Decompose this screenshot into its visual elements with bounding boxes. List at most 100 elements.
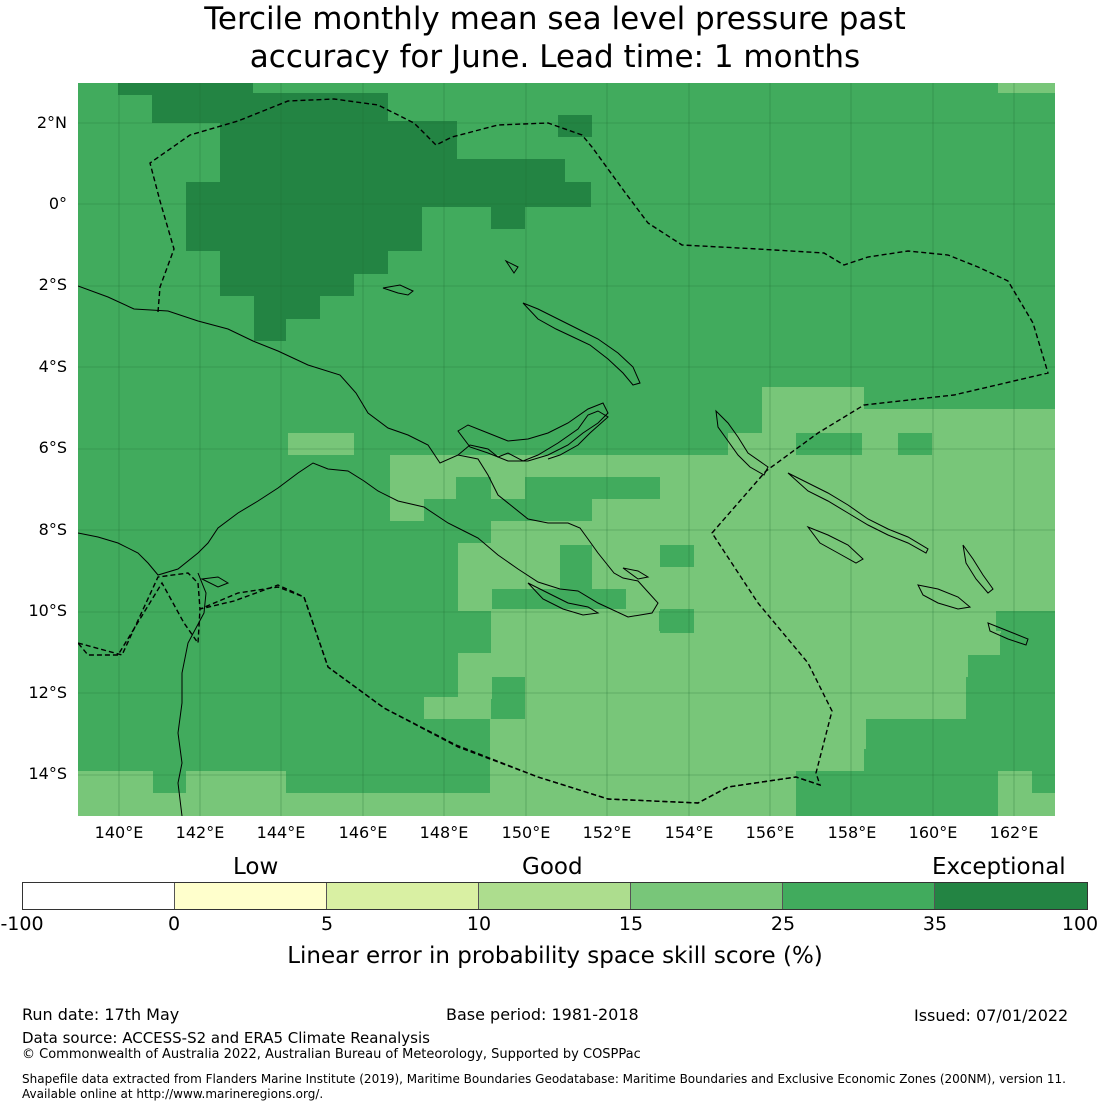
lon-label: 148°E — [419, 823, 469, 842]
title-line-2: accuracy for June. Lead time: 1 months — [249, 39, 861, 75]
good-cell — [458, 565, 560, 589]
lat-label: 2°S — [38, 275, 67, 294]
legend-category-exceptional: Exceptional — [932, 854, 1066, 880]
exceptional-cell — [220, 272, 354, 296]
solomons-chain-2 — [806, 525, 864, 564]
good-cell — [490, 719, 866, 741]
graticule — [78, 83, 1055, 816]
solomons-chain-1 — [787, 472, 929, 554]
high-cell — [796, 433, 862, 455]
data-source: Data source: ACCESS-S2 and ERA5 Climate … — [22, 1029, 430, 1047]
good-cell — [424, 697, 492, 719]
colorbar-segment — [23, 883, 175, 909]
skill-grid-cells — [78, 83, 1055, 816]
lon-label: 158°E — [827, 823, 877, 842]
colorbar-segment — [479, 883, 631, 909]
shapefile-credit-2: Available online at http://www.marinereg… — [22, 1087, 324, 1101]
colorbar-tick: 5 — [320, 913, 334, 935]
high-cell — [796, 771, 998, 816]
colorbar-segment — [631, 883, 783, 909]
colorbar-tick: 25 — [770, 913, 796, 935]
coastlines — [78, 259, 1029, 816]
good-cell — [288, 433, 354, 455]
colorbar-tick: 15 — [618, 913, 644, 935]
lat-label: 4°S — [38, 357, 67, 376]
good-cell — [458, 653, 968, 677]
shapefile-credit-1: Shapefile data extracted from Flanders M… — [22, 1072, 1066, 1086]
good-cell — [525, 697, 968, 719]
legend-category-low: Low — [233, 854, 279, 880]
high-cell — [966, 677, 1055, 771]
lon-label: 154°E — [664, 823, 714, 842]
high-cell — [898, 433, 932, 455]
skill-map — [78, 83, 1055, 816]
louisiade-islands — [527, 582, 600, 616]
new-guinea-coast — [78, 285, 659, 618]
lat-label: 2°N — [36, 113, 67, 132]
colorbar-tick: -100 — [0, 913, 44, 935]
map-title: Tercile monthly mean sea level pressure … — [0, 0, 1110, 76]
good-cell — [998, 83, 1055, 93]
colorbar-segment — [175, 883, 327, 909]
good-cell — [78, 793, 796, 816]
good-cell — [491, 631, 1001, 655]
exceptional-cell — [118, 83, 253, 95]
colorbar-label: Linear error in probability space skill … — [287, 943, 823, 969]
map-canvas — [78, 83, 1055, 816]
good-cell — [998, 793, 1055, 816]
exceptional-cell — [254, 294, 320, 319]
good-cell — [592, 565, 1055, 589]
legend-category-good: Good — [522, 854, 583, 880]
australia-eez-boundary — [78, 572, 821, 804]
colorbar-segment — [327, 883, 479, 909]
good-cell — [762, 387, 864, 411]
exceptional-cell — [220, 159, 565, 184]
lat-label: 6°S — [38, 438, 67, 457]
copyright: © Commonwealth of Australia 2022, Austra… — [22, 1047, 641, 1062]
colorbar-tick: 100 — [1061, 913, 1099, 935]
new-ireland-coast — [522, 302, 641, 386]
good-cell — [490, 741, 866, 771]
lat-label: 14°S — [28, 764, 67, 783]
lon-label: 144°E — [256, 823, 306, 842]
australia-cape-york — [177, 572, 207, 816]
good-cell — [694, 609, 996, 633]
manus-island — [382, 284, 414, 296]
lon-label: 160°E — [908, 823, 958, 842]
good-cell — [592, 499, 1055, 521]
lat-label: 0° — [48, 194, 67, 213]
high-cell — [660, 609, 694, 633]
exceptional-cell — [558, 115, 592, 137]
eez-boundaries — [78, 98, 1049, 804]
good-cell — [728, 433, 1055, 455]
lon-label: 152°E — [582, 823, 632, 842]
good-cell — [390, 477, 456, 499]
lon-label: 162°E — [989, 823, 1039, 842]
good-cell — [626, 587, 1055, 611]
lat-label: 8°S — [38, 520, 67, 539]
island-group-1 — [504, 259, 519, 274]
malaita-coast — [962, 544, 994, 594]
good-cell — [491, 477, 525, 499]
png-east-coast — [457, 410, 609, 462]
exceptional-cell — [491, 205, 525, 229]
new-britain-coast — [457, 402, 609, 462]
colorbar-tick: 0 — [167, 913, 181, 935]
high-cell — [491, 699, 525, 719]
exceptional-cell — [254, 317, 286, 341]
exceptional-cell — [220, 249, 388, 274]
good-cell — [998, 771, 1032, 793]
exceptional-cell — [220, 121, 457, 161]
makira-coast — [987, 622, 1029, 646]
high-cell — [660, 545, 694, 567]
trobriand-islands — [622, 567, 650, 580]
lon-label: 150°E — [501, 823, 551, 842]
lat-label: 12°S — [28, 683, 67, 702]
lon-label: 142°E — [175, 823, 225, 842]
lon-label: 156°E — [745, 823, 795, 842]
run-date: Run date: 17th May — [22, 1005, 180, 1024]
lat-label: 10°S — [28, 601, 67, 620]
torres-islands — [200, 576, 230, 588]
colorbar-tick: 35 — [922, 913, 948, 935]
high-cell — [424, 499, 458, 521]
